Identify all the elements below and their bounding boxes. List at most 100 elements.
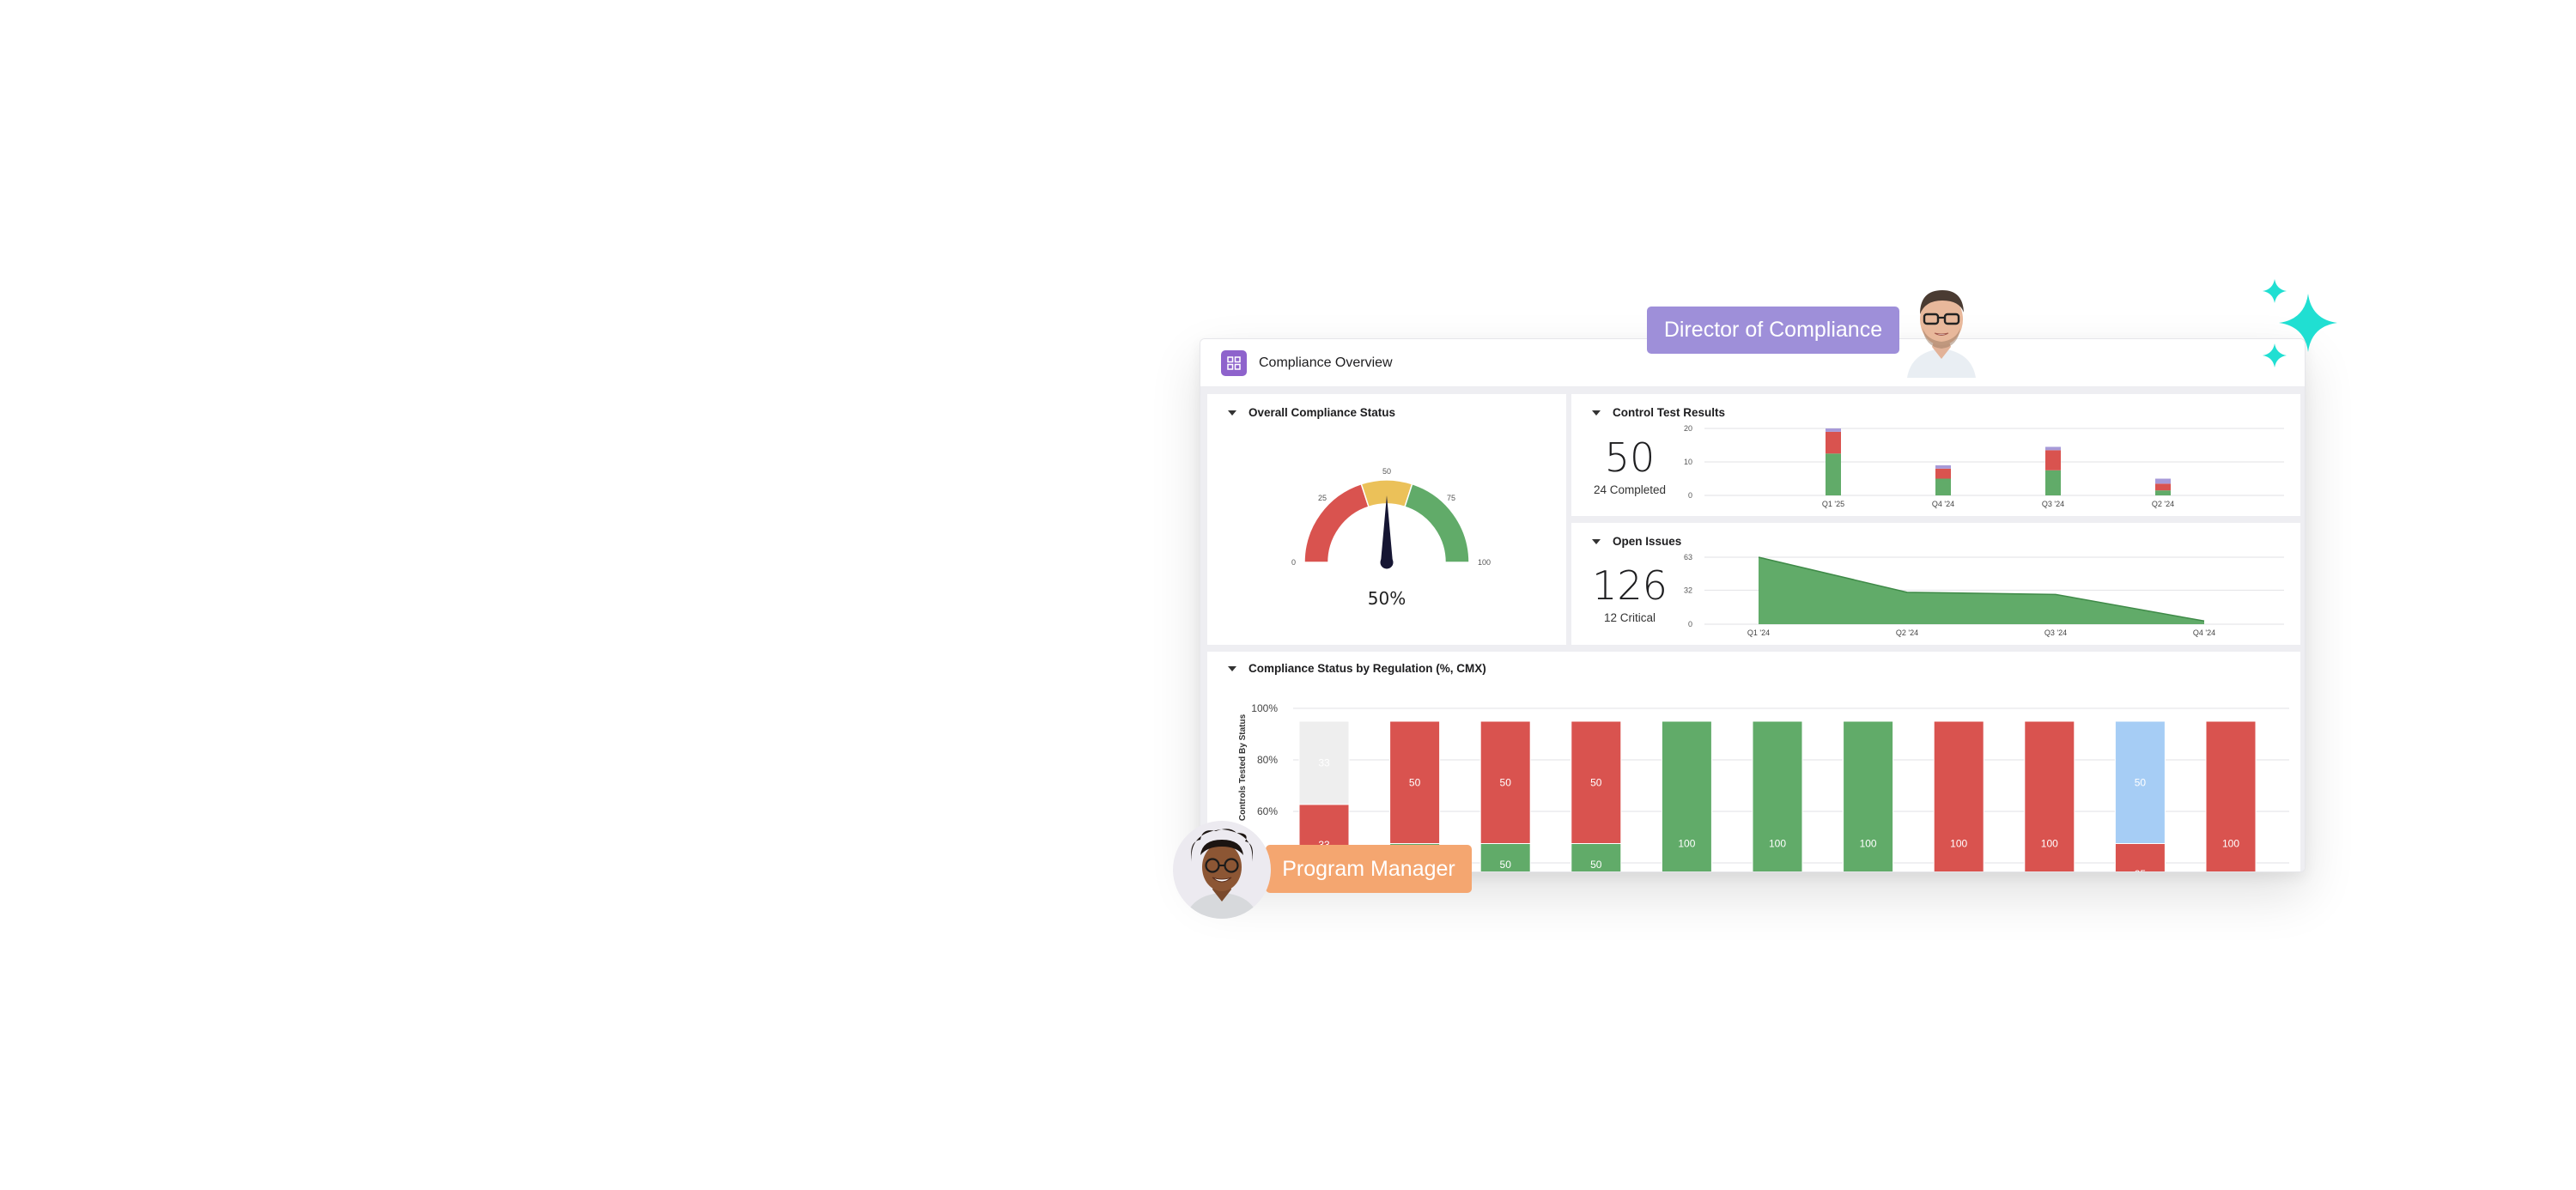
control-test-results-card: Control Test Results 50 24 Completed 20 1… [1571, 394, 2300, 516]
x-tick-label: Q2 '24 [1896, 628, 1918, 637]
card-title: Overall Compliance Status [1249, 406, 1396, 419]
control-test-results-header[interactable]: Control Test Results [1592, 406, 1725, 419]
y-tick-label: 63 [1684, 553, 1692, 562]
control-test-results-chart: 20 10 0 Q1 '25 Q4 '24 Q3 '24 Q2 '24 [1684, 424, 2284, 508]
regulation-status-header[interactable]: Compliance Status by Regulation (%, CMX) [1228, 662, 1486, 675]
x-tick-label: Q4 '24 [2193, 628, 2215, 637]
program-manager-avatar [1173, 821, 1271, 919]
x-tick-label: Q4 '24 [1932, 500, 1954, 508]
gauge-tick-label: 25 [1318, 494, 1327, 502]
dashboard-window: Compliance Overview Overall Compliance S… [1200, 338, 2306, 872]
gauge-tick-label: 75 [1447, 494, 1455, 502]
y-tick-label: 10 [1684, 458, 1692, 466]
y-tick-label: 0 [1688, 491, 1692, 500]
bar-segment [1571, 720, 1622, 844]
gauge-tick-label: 0 [1291, 558, 1296, 567]
program-manager-badge: Program Manager [1266, 845, 1472, 893]
bar-segment [1935, 478, 1951, 495]
card-title: Compliance Status by Regulation (%, CMX) [1249, 662, 1486, 675]
bar-segment [1826, 453, 1841, 495]
bar-segment [2045, 470, 2061, 495]
bar-segment [2155, 490, 2171, 495]
bar-segment [1826, 428, 1841, 432]
dashboard-body: Overall Compliance Status 0 25 50 75 100 50%… [1200, 387, 2305, 872]
page-title: Compliance Overview [1259, 355, 1393, 370]
bar-segment [2155, 478, 2171, 484]
bar-data-label: 100 [1860, 838, 1877, 850]
open-issues-header[interactable]: Open Issues [1592, 535, 1681, 548]
bar-data-label: 50 [1590, 859, 1602, 871]
bar-data-label: 100 [2041, 838, 2058, 850]
y-tick-label: 20 [1684, 424, 1692, 433]
bar-segment [1933, 720, 1984, 871]
gauge-band [1303, 483, 1370, 563]
bar-data-label: 100 [1950, 838, 1967, 850]
bar-data-label: 33 [1318, 756, 1330, 768]
bar-data-label: 100 [2222, 838, 2239, 850]
y-tick-label: 60% [1257, 805, 1278, 817]
x-tick-label: Q1 '25 [1822, 500, 1844, 508]
bar-segment [1843, 720, 1894, 871]
bar-data-label: 100 [1678, 838, 1695, 850]
collapse-caret-icon[interactable] [1592, 538, 1601, 544]
regulation-status-card: Compliance Status by Regulation (%, CMX)… [1207, 652, 2300, 872]
director-avatar [1894, 276, 1989, 378]
bar-data-label: 50 [1500, 859, 1512, 871]
bar-segment [1826, 431, 1841, 454]
gauge-tick-label: 100 [1478, 558, 1491, 567]
bar-segment [1661, 720, 1712, 871]
collapse-caret-icon[interactable] [1228, 410, 1236, 416]
overall-compliance-card: Overall Compliance Status 0 25 50 75 100 50% [1207, 394, 1566, 645]
bar-segment [1479, 720, 1531, 844]
bar-segment [1752, 720, 1803, 871]
x-tick-label: Q3 '24 [2042, 500, 2064, 508]
area-line [1758, 556, 2205, 622]
gauge-value-label: 50% [1367, 588, 1406, 609]
open-issues-card: Open Issues 126 12 Critical 63 32 0 Q1 '24 Q… [1571, 523, 2300, 645]
overall-compliance-header[interactable]: Overall Compliance Status [1228, 406, 1395, 419]
collapse-caret-icon[interactable] [1592, 410, 1601, 416]
compliance-gauge: 0 25 50 75 100 [1291, 467, 1491, 569]
y-tick-label: 32 [1684, 586, 1692, 594]
y-tick-label: 0 [1688, 620, 1692, 628]
bar-segment [2155, 483, 2171, 491]
bar-data-label: 25 [2135, 868, 2147, 872]
gauge-tick-label: 50 [1382, 467, 1391, 476]
area-series [1759, 557, 2204, 624]
x-tick-label: Q3 '24 [2044, 628, 2067, 637]
bar-segment [1389, 720, 1441, 844]
bar-segment [2045, 446, 2061, 451]
open-issues-chart: 63 32 0 Q1 '24 Q2 '24 Q3 '24 Q4 '24 [1684, 553, 2284, 637]
bar-data-label: 50 [1409, 776, 1421, 788]
bar-segment [2114, 720, 2166, 844]
bar-data-label: 50 [2135, 776, 2147, 788]
collapse-caret-icon[interactable] [1228, 665, 1236, 671]
y-tick-label: 100% [1251, 702, 1278, 714]
bar-segment [2045, 450, 2061, 471]
regulation-status-chart: 100%80%60%40%Controls Tested By Status33… [1238, 702, 2289, 872]
dashboard-grid-icon[interactable] [1221, 349, 1247, 376]
bar-segment [1298, 720, 1350, 805]
sparkle-icon [2263, 279, 2337, 367]
y-tick-label: 80% [1257, 754, 1278, 766]
completed-caption: 24 Completed [1593, 483, 1667, 496]
card-title: Control Test Results [1613, 406, 1726, 419]
card-title: Open Issues [1613, 535, 1682, 548]
gauge-needle-hub [1380, 556, 1394, 569]
x-tick-label: Q1 '24 [1747, 628, 1770, 637]
bar-data-label: 100 [1769, 838, 1786, 850]
director-of-compliance-badge: Director of Compliance [1647, 307, 1899, 354]
completed-count: 50 [1604, 434, 1656, 481]
bar-data-label: 50 [1590, 776, 1602, 788]
critical-caption: 12 Critical [1603, 611, 1656, 624]
open-issues-count: 126 [1592, 562, 1668, 609]
x-tick-label: Q2 '24 [2152, 500, 2174, 508]
bar-segment [2024, 720, 2075, 871]
bar-segment [1479, 843, 1531, 871]
bar-segment [1935, 464, 1951, 469]
gauge-needle [1381, 495, 1393, 562]
bar-segment [2205, 720, 2257, 871]
gauge-band [1404, 483, 1470, 563]
bar-data-label: 50 [1500, 776, 1512, 788]
y-axis-label: Controls Tested By Status [1238, 713, 1248, 821]
